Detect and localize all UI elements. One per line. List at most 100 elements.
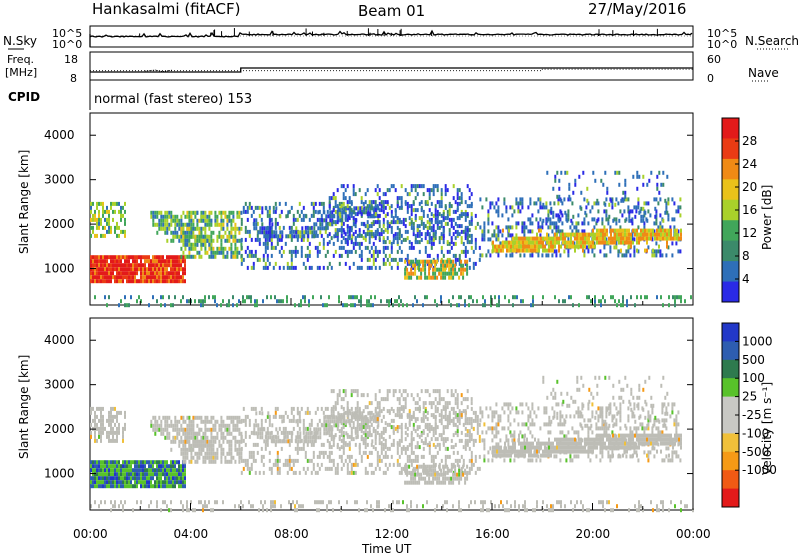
power-cell <box>655 217 658 222</box>
power-cell <box>547 213 550 218</box>
velocity-cell <box>224 423 227 428</box>
power-cell <box>440 200 443 205</box>
power-cell <box>338 261 341 266</box>
velocity-cell <box>259 435 262 440</box>
velocity-cell <box>188 435 191 440</box>
power-cell <box>434 232 437 237</box>
power-cell <box>334 249 337 254</box>
power-cell <box>442 236 445 241</box>
power-cell <box>144 259 146 264</box>
velocity-cell <box>186 435 189 440</box>
power-cell <box>420 259 423 264</box>
velocity-cell <box>220 459 223 464</box>
velocity-cell <box>370 410 373 415</box>
velocity-cell <box>311 439 314 444</box>
power-cell <box>428 225 431 230</box>
power-cell <box>550 244 552 249</box>
power-cell <box>160 214 163 219</box>
velocity-cell <box>108 434 110 439</box>
power-cell <box>616 170 619 175</box>
power-cell <box>343 210 346 215</box>
power-cell <box>120 229 122 234</box>
power-cell <box>342 192 345 197</box>
power-cell <box>523 225 526 230</box>
velocity-cell <box>275 435 278 440</box>
power-cell <box>503 197 506 202</box>
velocity-cell <box>350 389 353 394</box>
velocity-cell <box>230 419 233 424</box>
power-cell <box>222 250 225 255</box>
power-cell <box>624 228 626 233</box>
velocity-cell <box>140 460 142 465</box>
power-cell <box>122 205 124 210</box>
velocity-cell <box>315 427 318 432</box>
velocity-cell <box>200 435 203 440</box>
velocity-cell <box>307 431 310 436</box>
power-cell <box>450 240 453 245</box>
velocity-cell <box>236 447 239 452</box>
velocity-cell <box>286 434 289 439</box>
power-cell <box>615 197 618 202</box>
velocity-cell <box>342 413 345 418</box>
velocity-cell <box>330 458 333 463</box>
velocity-cell <box>374 441 377 446</box>
power-cell <box>180 263 182 268</box>
power-cell <box>148 303 150 308</box>
power-cell <box>622 228 624 233</box>
velocity-cell <box>126 472 128 477</box>
power-cell <box>236 238 239 243</box>
velocity-cell <box>404 446 407 451</box>
power-cell <box>325 214 328 219</box>
power-cell <box>588 295 590 300</box>
power-cell <box>678 236 680 241</box>
power-cell <box>112 209 114 214</box>
power-cell <box>392 257 395 262</box>
velocity-cell <box>375 411 378 416</box>
power-cell <box>478 245 481 250</box>
velocity-cell <box>303 435 306 440</box>
power-cell <box>371 234 374 239</box>
velocity-cell <box>324 466 327 471</box>
velocity-cell <box>198 455 201 460</box>
velocity-cell <box>238 443 241 448</box>
power-cell <box>452 267 455 272</box>
power-cell <box>627 205 630 210</box>
power-cell <box>352 192 355 197</box>
power-cell <box>148 275 150 280</box>
velocity-cell <box>128 468 130 473</box>
power-cell <box>142 267 144 272</box>
power-cell <box>620 232 622 237</box>
power-cell <box>306 257 309 262</box>
power-cell <box>664 236 666 241</box>
velocity-cell <box>400 426 403 431</box>
power-cell <box>673 225 676 230</box>
velocity-cell <box>108 414 110 419</box>
power-cell <box>590 299 592 304</box>
power-cell <box>118 271 120 276</box>
power-cell <box>186 299 188 304</box>
velocity-cell <box>369 411 372 416</box>
power-cell <box>418 267 421 272</box>
power-cell <box>226 226 229 231</box>
power-cell <box>402 303 404 308</box>
velocity-cell <box>454 410 457 415</box>
power-cell <box>100 279 102 284</box>
power-cell <box>604 228 606 233</box>
power-cell <box>232 254 235 259</box>
velocity-cell <box>162 484 164 489</box>
velocity-cell <box>327 415 330 420</box>
power-cell <box>438 271 441 276</box>
velocity-cell <box>366 430 369 435</box>
velocity-cell <box>410 433 413 438</box>
velocity-cell <box>174 419 177 424</box>
power-cell <box>134 279 136 284</box>
power-cell <box>128 279 130 284</box>
power-cell <box>460 267 463 272</box>
power-cell <box>374 212 377 217</box>
power-cell <box>346 237 349 242</box>
power-cell <box>511 213 514 218</box>
velocity-cell <box>238 459 241 464</box>
power-cell <box>479 225 482 230</box>
power-cell <box>280 299 282 304</box>
power-cell <box>228 214 231 219</box>
